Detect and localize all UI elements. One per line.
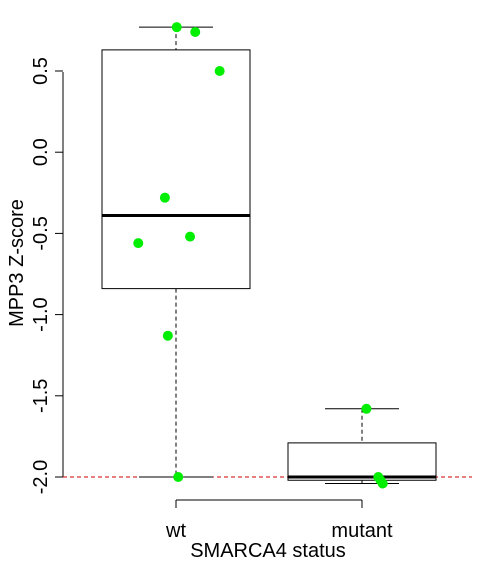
x-tick-label: mutant xyxy=(331,520,393,542)
y-tick-label: -2.0 xyxy=(30,460,52,494)
y-axis-label: MPP3 Z-score xyxy=(6,199,28,327)
y-ticks: -2.0 -1.5 -1.0 -0.5 0.0 0.5 xyxy=(30,57,63,494)
y-tick-label: 0.5 xyxy=(30,57,52,85)
box-wt xyxy=(101,26,251,478)
data-point xyxy=(171,22,182,33)
x-tick-label: wt xyxy=(165,520,186,542)
x-axis-label: SMARCA4 status xyxy=(190,540,346,562)
x-ticks: wt mutant xyxy=(165,500,393,542)
data-point xyxy=(190,27,201,38)
data-point xyxy=(173,472,184,482)
y-tick-label: -1.0 xyxy=(30,297,52,331)
data-point xyxy=(214,66,225,76)
box-mutant xyxy=(287,408,437,484)
box-rect xyxy=(287,442,437,481)
data-points xyxy=(133,22,388,489)
data-point xyxy=(133,238,144,249)
data-point xyxy=(162,330,173,341)
box-rect xyxy=(101,49,251,290)
data-point xyxy=(159,192,170,203)
y-tick-label: -1.5 xyxy=(30,379,52,413)
boxes xyxy=(101,26,437,484)
data-point xyxy=(185,231,196,242)
data-point xyxy=(361,403,372,414)
data-point xyxy=(377,478,388,489)
y-tick-label: -0.5 xyxy=(30,216,52,250)
y-tick-label: 0.0 xyxy=(30,138,52,166)
